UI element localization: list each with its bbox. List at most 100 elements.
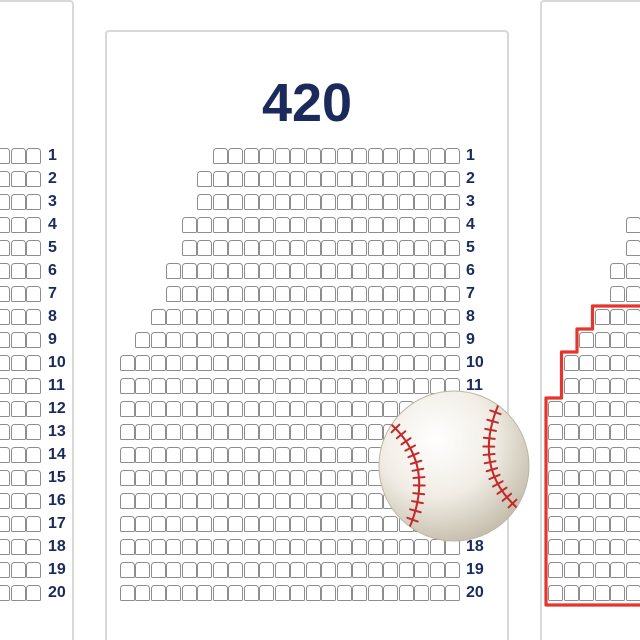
seat[interactable] xyxy=(166,309,181,325)
seat[interactable] xyxy=(579,378,594,394)
seat[interactable] xyxy=(595,585,610,601)
seat[interactable] xyxy=(414,263,429,279)
seat[interactable] xyxy=(579,585,594,601)
seat[interactable] xyxy=(259,240,274,256)
seat[interactable] xyxy=(290,263,305,279)
seat[interactable] xyxy=(306,424,321,440)
seat[interactable] xyxy=(564,516,579,532)
seat[interactable] xyxy=(290,470,305,486)
seat[interactable] xyxy=(595,470,610,486)
seat[interactable] xyxy=(321,355,336,371)
seat[interactable] xyxy=(445,263,460,279)
seat[interactable] xyxy=(306,493,321,509)
seat[interactable] xyxy=(321,194,336,210)
seat[interactable] xyxy=(352,378,367,394)
seat[interactable] xyxy=(228,217,243,233)
seat[interactable] xyxy=(244,240,259,256)
seat[interactable] xyxy=(228,470,243,486)
seat[interactable] xyxy=(120,562,135,578)
seat[interactable] xyxy=(151,493,166,509)
seat[interactable] xyxy=(595,355,610,371)
seat[interactable] xyxy=(120,447,135,463)
seat[interactable] xyxy=(151,309,166,325)
seat[interactable] xyxy=(275,562,290,578)
seat[interactable] xyxy=(135,355,150,371)
seat[interactable] xyxy=(213,194,228,210)
seat[interactable] xyxy=(166,355,181,371)
seat[interactable] xyxy=(548,401,563,417)
seat[interactable] xyxy=(244,539,259,555)
seat[interactable] xyxy=(166,378,181,394)
seat[interactable] xyxy=(290,378,305,394)
seat[interactable] xyxy=(352,424,367,440)
seat[interactable] xyxy=(275,171,290,187)
seat[interactable] xyxy=(197,401,212,417)
seat[interactable] xyxy=(579,516,594,532)
seat[interactable] xyxy=(26,447,41,463)
seat[interactable] xyxy=(151,424,166,440)
seat[interactable] xyxy=(26,240,41,256)
seat[interactable] xyxy=(213,539,228,555)
seat[interactable] xyxy=(579,562,594,578)
seat[interactable] xyxy=(610,263,625,279)
seat[interactable] xyxy=(352,401,367,417)
seat[interactable] xyxy=(290,148,305,164)
seat[interactable] xyxy=(120,424,135,440)
seat[interactable] xyxy=(135,378,150,394)
seat[interactable] xyxy=(290,401,305,417)
seat[interactable] xyxy=(275,539,290,555)
seat[interactable] xyxy=(306,309,321,325)
seat[interactable] xyxy=(399,332,414,348)
seat[interactable] xyxy=(548,585,563,601)
seat[interactable] xyxy=(306,447,321,463)
seat[interactable] xyxy=(306,194,321,210)
seat[interactable] xyxy=(135,585,150,601)
seat[interactable] xyxy=(182,286,197,302)
seat[interactable] xyxy=(321,493,336,509)
seat[interactable] xyxy=(259,562,274,578)
seat[interactable] xyxy=(352,470,367,486)
seat[interactable] xyxy=(228,585,243,601)
seat[interactable] xyxy=(414,171,429,187)
seat[interactable] xyxy=(275,585,290,601)
seat[interactable] xyxy=(11,424,26,440)
seat[interactable] xyxy=(0,194,10,210)
seat[interactable] xyxy=(166,562,181,578)
seat[interactable] xyxy=(228,332,243,348)
seat[interactable] xyxy=(275,516,290,532)
seat[interactable] xyxy=(151,355,166,371)
seat[interactable] xyxy=(0,539,10,555)
seat[interactable] xyxy=(579,470,594,486)
seat[interactable] xyxy=(368,148,383,164)
seat[interactable] xyxy=(259,447,274,463)
seat[interactable] xyxy=(337,240,352,256)
seat[interactable] xyxy=(579,401,594,417)
seat[interactable] xyxy=(0,470,10,486)
seat[interactable] xyxy=(430,194,445,210)
seat[interactable] xyxy=(11,171,26,187)
seat[interactable] xyxy=(197,309,212,325)
seat[interactable] xyxy=(306,355,321,371)
seat[interactable] xyxy=(445,194,460,210)
seat[interactable] xyxy=(290,194,305,210)
seat[interactable] xyxy=(321,424,336,440)
seat[interactable] xyxy=(610,493,625,509)
seat[interactable] xyxy=(26,539,41,555)
seat[interactable] xyxy=(228,401,243,417)
seat[interactable] xyxy=(259,585,274,601)
seat[interactable] xyxy=(321,148,336,164)
seat[interactable] xyxy=(306,286,321,302)
seat[interactable] xyxy=(259,171,274,187)
seat[interactable] xyxy=(626,539,640,555)
seat[interactable] xyxy=(275,493,290,509)
seat[interactable] xyxy=(626,286,640,302)
seat[interactable] xyxy=(244,355,259,371)
seat[interactable] xyxy=(399,562,414,578)
seat[interactable] xyxy=(564,447,579,463)
seat[interactable] xyxy=(610,309,625,325)
seat[interactable] xyxy=(182,470,197,486)
seat[interactable] xyxy=(197,217,212,233)
seat[interactable] xyxy=(26,470,41,486)
seat[interactable] xyxy=(26,332,41,348)
seat[interactable] xyxy=(228,424,243,440)
